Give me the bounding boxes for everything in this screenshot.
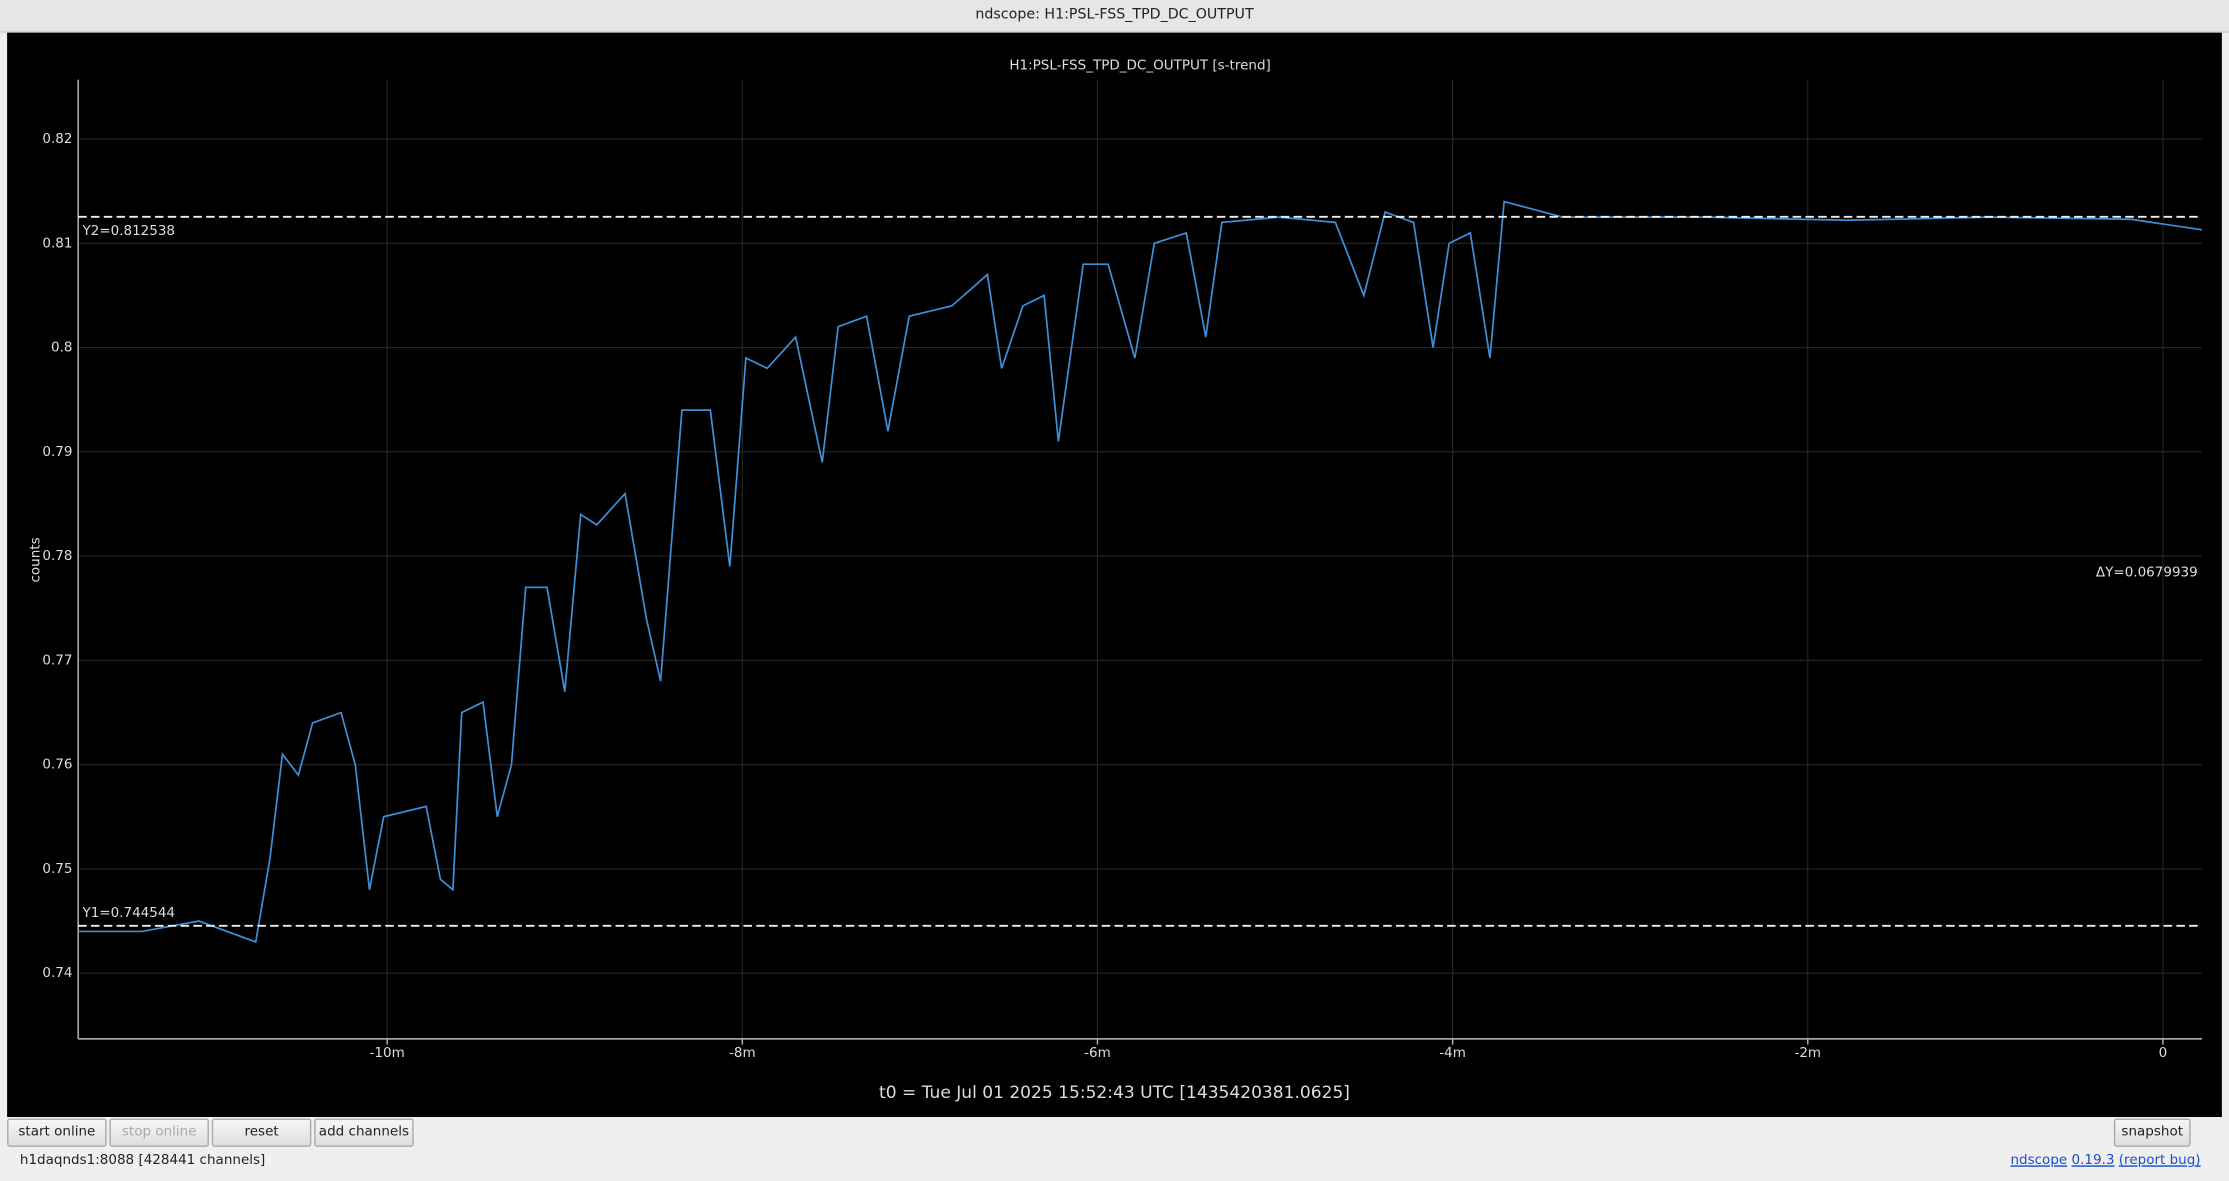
y-tick-label: 0.78	[42, 548, 72, 564]
x-axis-label: t0 = Tue Jul 01 2025 15:52:43 UTC [14354…	[879, 1083, 1350, 1103]
version-link[interactable]: 0.19.3	[2071, 1152, 2115, 1169]
plot: H1:PSL-FSS_TPD_DC_OUTPUT [s-trend] count…	[7, 32, 2222, 1118]
x-tick-label: -10m	[370, 1045, 405, 1061]
y-tick-label: 0.75	[42, 861, 72, 877]
y-tick-label: 0.76	[42, 757, 72, 773]
x-tick-label: -4m	[1439, 1045, 1466, 1061]
x-tick-label: -2m	[1794, 1045, 1821, 1061]
y-tick-label: 0.82	[42, 131, 72, 147]
server-status: h1daqnds1:8088 [428441 channels]	[19, 1152, 266, 1169]
x-tick-label: -6m	[1084, 1045, 1111, 1061]
y-axis-label: counts	[28, 537, 44, 582]
start-online-button[interactable]: start online	[7, 1118, 107, 1147]
y-tick-label: 0.74	[42, 965, 72, 981]
x-tick-label: -8m	[729, 1045, 756, 1061]
delta-label: ΔY=0.0679939	[2096, 565, 2198, 581]
plot-title: H1:PSL-FSS_TPD_DC_OUTPUT [s-trend]	[1009, 57, 1270, 73]
window-title: ndscope: H1:PSL-FSS_TPD_DC_OUTPUT	[0, 0, 2229, 33]
plot-background	[7, 32, 2222, 1118]
y-tick-label: 0.81	[42, 235, 72, 251]
stop-online-button[interactable]: stop online	[109, 1118, 209, 1147]
cursor-label: Y1=0.744544	[81, 905, 175, 921]
y-tick-label: 0.8	[51, 340, 72, 356]
y-tick-label: 0.79	[42, 444, 72, 460]
x-tick-label: 0	[2159, 1045, 2168, 1061]
reset-button[interactable]: reset	[211, 1118, 312, 1147]
cursor-label: Y2=0.812538	[81, 223, 175, 239]
data-line	[78, 200, 2203, 944]
app-link[interactable]: ndscope	[2010, 1152, 2068, 1169]
add-channels-button[interactable]: add channels	[314, 1118, 414, 1147]
footer: ndscope 0.19.3 (report bug)	[2010, 1153, 2200, 1169]
snapshot-button[interactable]: snapshot	[2113, 1118, 2191, 1147]
report-link[interactable]: (report bug)	[2118, 1152, 2201, 1169]
y-tick-label: 0.77	[42, 652, 72, 668]
